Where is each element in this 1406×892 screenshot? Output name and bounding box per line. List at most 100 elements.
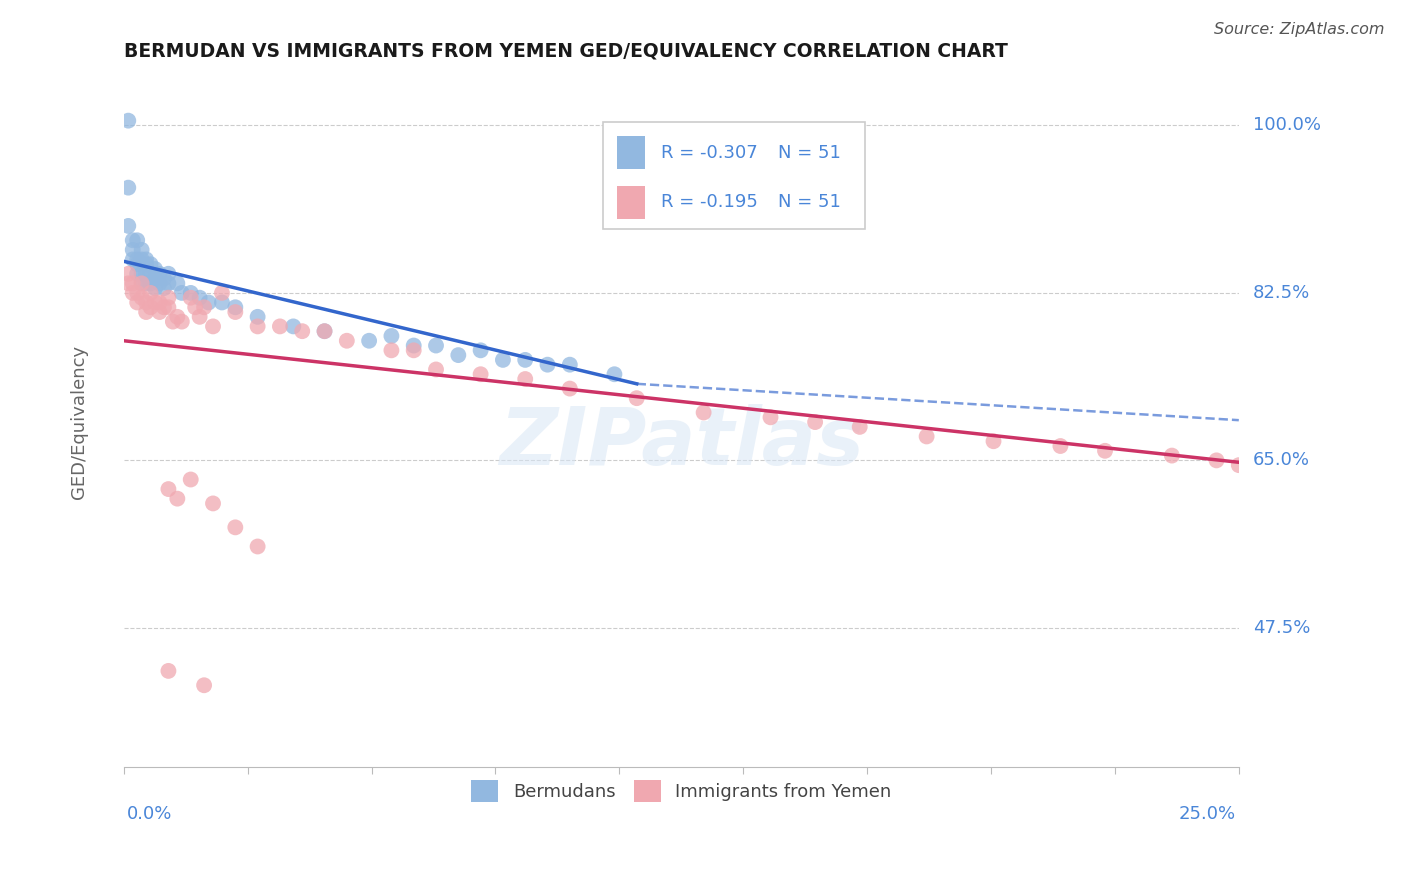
Point: [148, 267, 170, 281]
Point: [148, 305, 170, 319]
Point: [117, 113, 139, 128]
Point: [202, 319, 225, 334]
Point: [121, 277, 143, 291]
Point: [131, 252, 153, 267]
Point: [180, 285, 202, 300]
Point: [127, 267, 149, 281]
Text: 47.5%: 47.5%: [1253, 619, 1310, 637]
Point: [188, 291, 211, 305]
Point: [180, 473, 202, 487]
Point: [157, 300, 180, 314]
Point: [153, 281, 176, 295]
Point: [166, 277, 188, 291]
Point: [170, 285, 193, 300]
Text: 25.0%: 25.0%: [1178, 805, 1236, 823]
FancyBboxPatch shape: [617, 186, 644, 219]
Point: [983, 434, 1005, 449]
Point: [117, 267, 139, 281]
Point: [1094, 443, 1116, 458]
FancyBboxPatch shape: [617, 136, 644, 169]
Point: [193, 678, 215, 692]
Point: [536, 358, 558, 372]
Text: N = 51: N = 51: [779, 194, 841, 211]
Point: [143, 295, 166, 310]
Point: [139, 277, 162, 291]
Point: [224, 300, 246, 314]
Point: [148, 277, 170, 291]
Point: [359, 334, 381, 348]
Point: [127, 252, 149, 267]
Point: [246, 310, 269, 324]
Point: [157, 277, 180, 291]
Point: [131, 277, 153, 291]
Text: 82.5%: 82.5%: [1253, 284, 1310, 301]
Point: [121, 285, 143, 300]
Point: [162, 315, 184, 329]
Point: [425, 338, 447, 352]
Point: [166, 491, 188, 506]
Text: N = 51: N = 51: [779, 144, 841, 161]
Text: ZIPatlas: ZIPatlas: [499, 404, 863, 482]
Point: [139, 285, 162, 300]
Point: [202, 496, 225, 510]
Point: [246, 319, 269, 334]
Point: [143, 262, 166, 277]
Point: [626, 391, 648, 405]
Point: [135, 267, 157, 281]
FancyBboxPatch shape: [603, 122, 865, 229]
Point: [131, 243, 153, 257]
Point: [380, 343, 402, 358]
Point: [117, 277, 139, 291]
Point: [759, 410, 782, 425]
Point: [131, 267, 153, 281]
Point: [470, 343, 492, 358]
Point: [558, 358, 581, 372]
Point: [157, 482, 180, 496]
Point: [1227, 458, 1250, 472]
Point: [135, 305, 157, 319]
Point: [166, 310, 188, 324]
Point: [121, 252, 143, 267]
Point: [157, 664, 180, 678]
Point: [157, 291, 180, 305]
Point: [121, 233, 143, 247]
Point: [515, 372, 537, 386]
Point: [291, 324, 314, 338]
Point: [127, 233, 149, 247]
Point: [197, 295, 219, 310]
Point: [143, 281, 166, 295]
Point: [515, 352, 537, 367]
Point: [153, 300, 176, 314]
Point: [211, 295, 233, 310]
Point: [131, 277, 153, 291]
Point: [153, 271, 176, 285]
Text: BERMUDAN VS IMMIGRANTS FROM YEMEN GED/EQUIVALENCY CORRELATION CHART: BERMUDAN VS IMMIGRANTS FROM YEMEN GED/EQ…: [124, 42, 1008, 61]
Point: [402, 338, 425, 352]
Point: [143, 271, 166, 285]
Point: [283, 319, 305, 334]
Text: 65.0%: 65.0%: [1253, 451, 1310, 469]
Point: [148, 295, 170, 310]
Point: [804, 415, 827, 429]
Text: R = -0.195: R = -0.195: [661, 194, 758, 211]
Point: [127, 285, 149, 300]
Point: [135, 277, 157, 291]
Point: [1205, 453, 1227, 467]
Point: [224, 305, 246, 319]
Point: [1049, 439, 1071, 453]
Text: 0.0%: 0.0%: [127, 805, 172, 823]
Point: [184, 300, 207, 314]
Point: [135, 295, 157, 310]
Point: [558, 382, 581, 396]
Text: R = -0.307: R = -0.307: [661, 144, 758, 161]
Point: [224, 520, 246, 534]
Point: [1161, 449, 1184, 463]
Point: [127, 295, 149, 310]
Point: [135, 252, 157, 267]
Point: [269, 319, 291, 334]
Point: [139, 267, 162, 281]
Point: [447, 348, 470, 362]
Point: [170, 315, 193, 329]
Point: [425, 362, 447, 376]
Point: [915, 429, 938, 443]
